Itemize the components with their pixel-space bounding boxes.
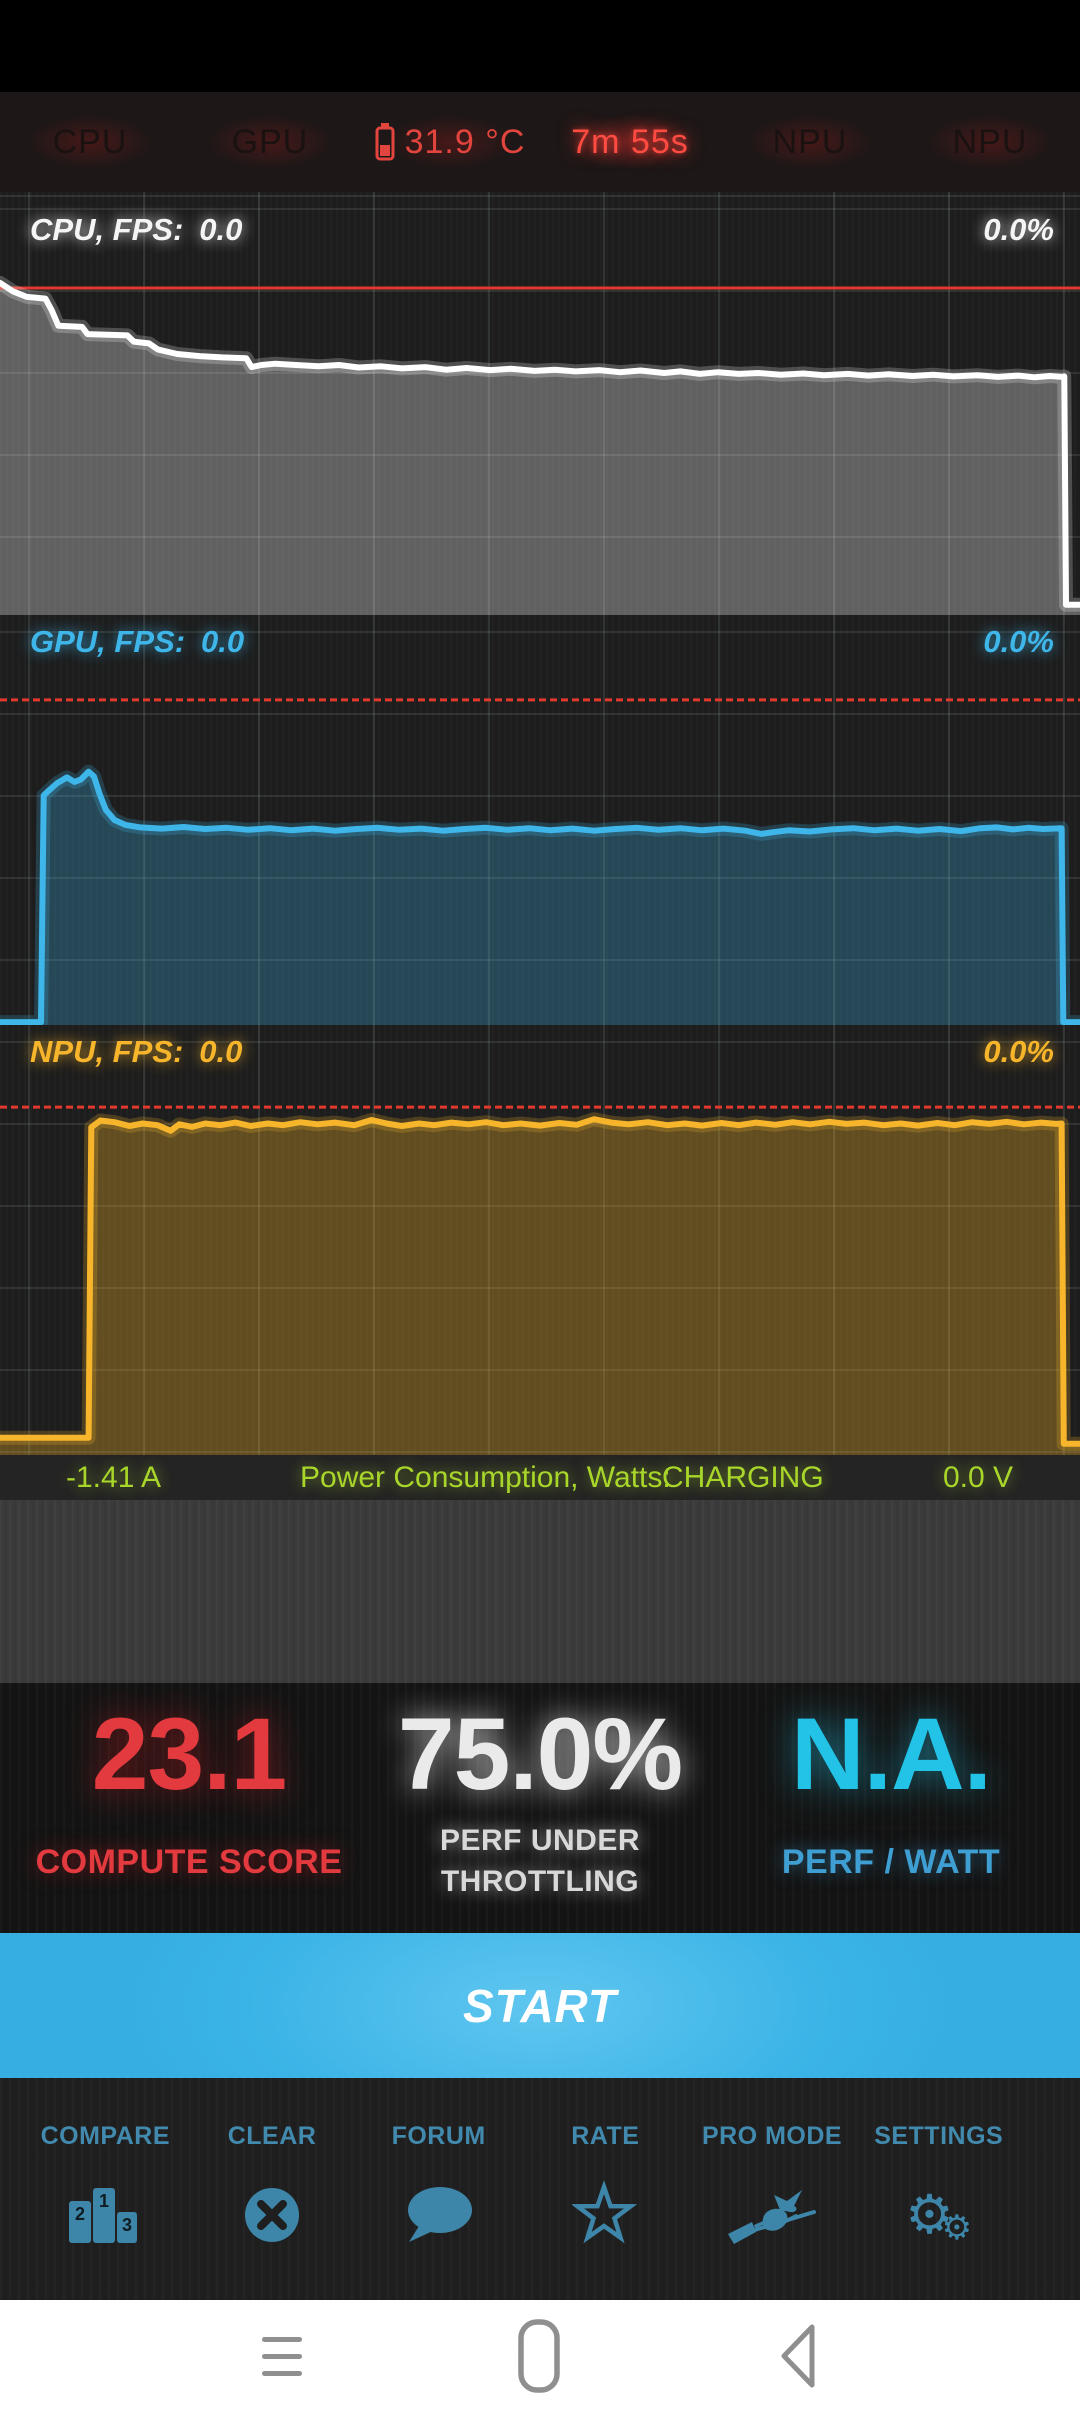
cpu-load-chart: CPU, FPS: 0.0 0.0% xyxy=(0,192,1080,615)
battery-temp-value: 31.9 °C xyxy=(404,122,526,161)
battery-icon xyxy=(375,123,395,161)
speech-bubble-icon xyxy=(403,2177,475,2253)
tab-npu-2[interactable]: NPU xyxy=(900,92,1080,192)
cpu-chart-label: CPU, FPS: 0.0 xyxy=(30,212,243,247)
throttling-score-label: PERF UNDER THROTTLING xyxy=(439,1824,640,1898)
npu-chart-percent: 0.0% xyxy=(983,1034,1054,1069)
back-icon[interactable] xyxy=(776,2320,818,2392)
rate-button[interactable]: RATE xyxy=(522,2078,689,2300)
tab-cpu-label: CPU xyxy=(52,122,128,161)
power-status-bar: -1.41 A Power Consumption, Watts: CHARGI… xyxy=(0,1455,1080,1500)
npu-chart-label: NPU, FPS: 0.0 xyxy=(30,1034,243,1069)
power-consumption-label: Power Consumption, Watts: xyxy=(300,1460,671,1494)
android-navigation-bar xyxy=(0,2300,1080,2412)
compute-score-label: COMPUTE SCORE xyxy=(35,1843,343,1881)
home-icon[interactable] xyxy=(517,2318,561,2394)
battery-temperature-indicator: 31.9 °C xyxy=(360,92,540,192)
compute-score-block: 23.1 COMPUTE SCORE xyxy=(0,1683,378,1933)
cpu-chart-percent: 0.0% xyxy=(983,212,1054,247)
score-summary: 23.1 COMPUTE SCORE 75.0% PERF UNDER THRO… xyxy=(0,1683,1080,1933)
current-amps-value: -1.41 A xyxy=(66,1460,162,1494)
svg-text:1: 1 xyxy=(99,2191,109,2211)
forum-button[interactable]: FORUM xyxy=(355,2078,522,2300)
svg-text:3: 3 xyxy=(122,2215,132,2235)
tab-npu-label: NPU xyxy=(772,122,848,161)
tab-gpu-label: GPU xyxy=(231,122,309,161)
compute-score-value: 23.1 xyxy=(91,1697,288,1811)
svg-text:2: 2 xyxy=(75,2204,85,2224)
throttling-score-block: 75.0% PERF UNDER THROTTLING xyxy=(378,1683,702,1933)
throttling-score-value: 75.0% xyxy=(397,1697,683,1811)
npu-load-chart: NPU, FPS: 0.0 0.0% xyxy=(0,1025,1080,1455)
benchmark-header-tabs: CPU GPU 31.9 °C 7m 55s NPU NPU xyxy=(0,92,1080,192)
circle-x-icon xyxy=(240,2177,304,2253)
gears-icon: ⚙ ⚙ xyxy=(905,2185,973,2247)
tab-cpu[interactable]: CPU xyxy=(0,92,180,192)
start-button[interactable]: START xyxy=(0,1933,1080,2078)
perf-watt-value: N.A. xyxy=(791,1697,992,1811)
menu-icon[interactable] xyxy=(262,2336,302,2376)
gpu-chart-percent: 0.0% xyxy=(983,624,1054,659)
gpu-chart-label: GPU, FPS: 0.0 xyxy=(30,624,245,659)
tab-npu-2-label: NPU xyxy=(952,122,1028,161)
remaining-time-indicator: 7m 55s xyxy=(540,92,720,192)
bottom-toolbar: COMPARE 2 1 3 CLEAR xyxy=(0,2078,1080,2300)
perf-watt-score-block: N.A. PERF / WATT xyxy=(702,1683,1080,1933)
tab-npu[interactable]: NPU xyxy=(720,92,900,192)
gpu-load-chart: GPU, FPS: 0.0 0.0% xyxy=(0,615,1080,1025)
star-icon xyxy=(572,2177,638,2253)
tab-gpu[interactable]: GPU xyxy=(180,92,360,192)
settings-button[interactable]: SETTINGS ⚙ ⚙ xyxy=(855,2078,1022,2300)
witch-icon xyxy=(724,2177,820,2253)
clear-button[interactable]: CLEAR xyxy=(189,2078,356,2300)
podium-icon: 2 1 3 xyxy=(67,2177,143,2253)
pro-mode-button[interactable]: PRO MODE xyxy=(689,2078,856,2300)
status-bar xyxy=(0,0,1080,92)
perf-watt-label: PERF / WATT xyxy=(781,1843,1001,1881)
start-button-label: START xyxy=(462,1979,618,2032)
remaining-time-value: 7m 55s xyxy=(571,122,689,161)
charging-status: CHARGING xyxy=(662,1460,824,1494)
compare-button[interactable]: COMPARE 2 1 3 xyxy=(22,2078,189,2300)
power-chart-area-empty xyxy=(0,1500,1080,1686)
voltage-value: 0.0 V xyxy=(942,1460,1013,1494)
